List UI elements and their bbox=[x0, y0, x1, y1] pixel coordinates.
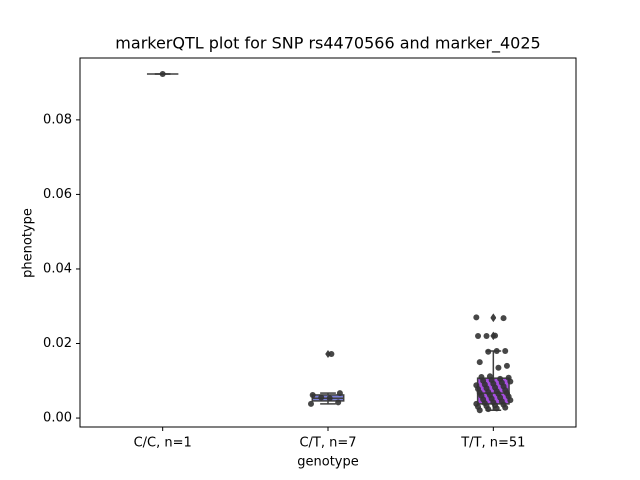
strip-point bbox=[493, 405, 500, 412]
strip-point bbox=[495, 364, 502, 371]
strip-point bbox=[483, 333, 490, 340]
strip-point bbox=[335, 399, 342, 406]
strip-point bbox=[500, 315, 507, 322]
y-tick-label: 0.00 bbox=[43, 411, 72, 426]
x-axis-label: genotype bbox=[297, 455, 358, 470]
strip-point bbox=[309, 391, 316, 398]
strip-point bbox=[475, 333, 482, 340]
strip-point bbox=[318, 394, 325, 401]
strip-point bbox=[485, 406, 492, 413]
strip-point bbox=[328, 350, 335, 357]
strip-point bbox=[159, 71, 166, 78]
strip-point bbox=[476, 407, 483, 414]
flier bbox=[490, 314, 497, 323]
strip-point bbox=[502, 404, 509, 411]
x-tick-label: C/T, n=7 bbox=[299, 436, 356, 451]
strip-point bbox=[473, 314, 480, 321]
y-tick-label: 0.04 bbox=[43, 261, 72, 276]
plot-frame bbox=[79, 57, 577, 428]
strip-point bbox=[507, 397, 514, 404]
strip-point bbox=[476, 359, 483, 366]
strip-point bbox=[308, 400, 314, 407]
y-axis-label: phenotype bbox=[21, 208, 36, 278]
strip-point bbox=[502, 347, 509, 354]
strip-point bbox=[336, 390, 343, 397]
strip-point bbox=[493, 347, 500, 354]
chart-title: markerQTL plot for SNP rs4470566 and mar… bbox=[115, 34, 540, 54]
strip-point bbox=[485, 348, 492, 355]
x-tick-label: T/T, n=51 bbox=[460, 436, 525, 451]
y-tick-label: 0.02 bbox=[43, 336, 72, 351]
y-tick-label: 0.08 bbox=[43, 112, 72, 127]
y-tick-label: 0.06 bbox=[43, 187, 72, 202]
x-tick-label: C/C, n=1 bbox=[134, 436, 192, 451]
strip-point bbox=[507, 378, 514, 385]
strip-point bbox=[326, 395, 333, 402]
strip-point bbox=[492, 332, 499, 339]
strip-point bbox=[503, 362, 510, 369]
